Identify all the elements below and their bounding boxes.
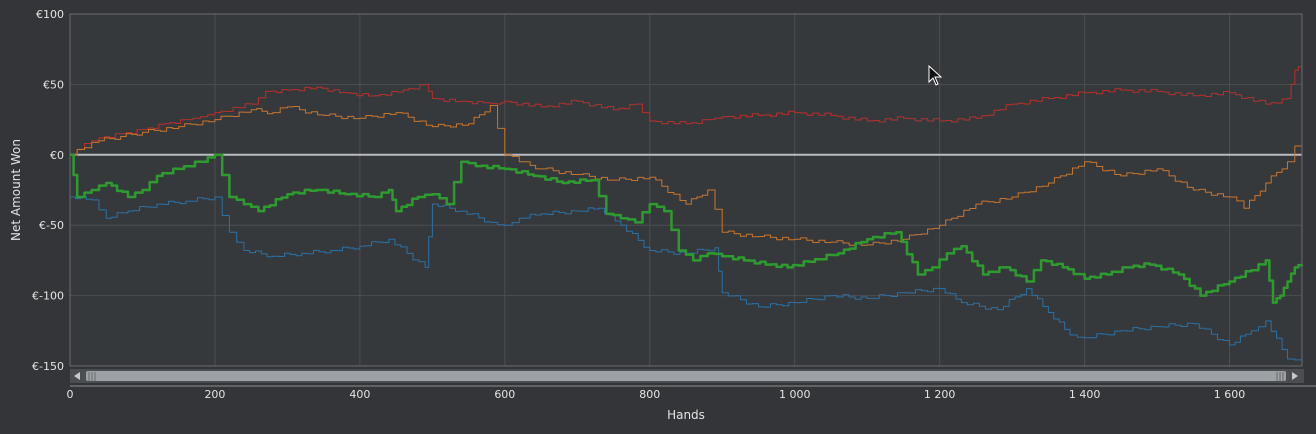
series-line-4 (70, 153, 1304, 304)
plot-border (69, 13, 1303, 367)
scrollbar-thumb[interactable] (86, 371, 1286, 381)
x-tick-label: 1 000 (779, 388, 811, 401)
y-tick-label: €-100 (32, 290, 64, 303)
x-tick-label: 1 400 (1069, 388, 1101, 401)
y-tick-label: €-150 (32, 360, 64, 373)
scroll-left-arrow-icon[interactable] (74, 372, 80, 380)
horizontal-scrollbar[interactable]: ||| ||| (70, 369, 1304, 383)
series-lines (70, 63, 1304, 361)
y-tick-label: €50 (43, 78, 64, 91)
scrollbar-grip-right-icon[interactable]: ||| (1275, 372, 1284, 382)
scrollbar-grip-left-icon[interactable]: ||| (87, 372, 96, 382)
x-tick-label: 400 (349, 388, 370, 401)
x-tick-label: 200 (204, 388, 225, 401)
series-line-3 (70, 196, 1303, 361)
x-tick-label: 0 (67, 388, 74, 401)
axis-ticks: 0 200 400 600 800 1 000 1 200 1 400 1 600 €100 €50… (32, 8, 1316, 401)
y-tick-label: €-50 (39, 219, 64, 232)
x-tick-label: 800 (639, 388, 660, 401)
y-tick-label: €100 (36, 8, 64, 21)
x-tick-label: 1 600 (1214, 388, 1246, 401)
x-axis-label: Hands (667, 408, 705, 422)
series-line-1 (70, 63, 1303, 156)
y-tick-label: €0 (50, 149, 64, 162)
scroll-right-arrow-icon[interactable] (1292, 372, 1298, 380)
series-line-2 (70, 105, 1303, 246)
x-tick-label: 600 (494, 388, 515, 401)
mouse-cursor-icon (928, 64, 943, 86)
plot-area (69, 13, 1303, 367)
y-axis-label: Net Amount Won (9, 139, 23, 241)
x-tick-label: 1 200 (924, 388, 956, 401)
